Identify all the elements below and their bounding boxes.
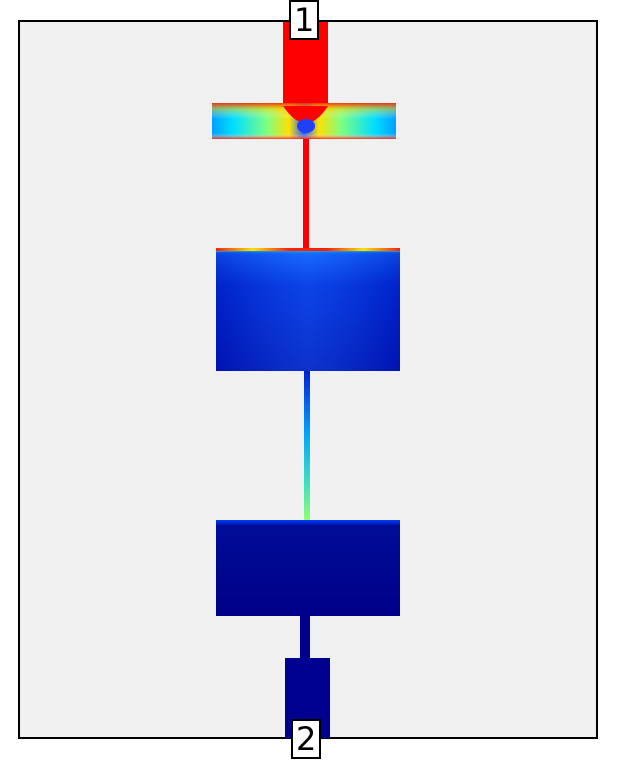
upper-block-edge <box>216 248 400 251</box>
port-1-label: 1 <box>289 0 320 40</box>
middle-line <box>304 371 310 521</box>
lower-block <box>216 520 400 616</box>
t-hotspot <box>283 106 328 123</box>
lower-line <box>300 615 310 659</box>
red-line <box>303 139 309 249</box>
t-coldspot <box>297 119 315 133</box>
upper-block-shade <box>216 252 400 371</box>
port-2-label: 2 <box>291 719 322 759</box>
